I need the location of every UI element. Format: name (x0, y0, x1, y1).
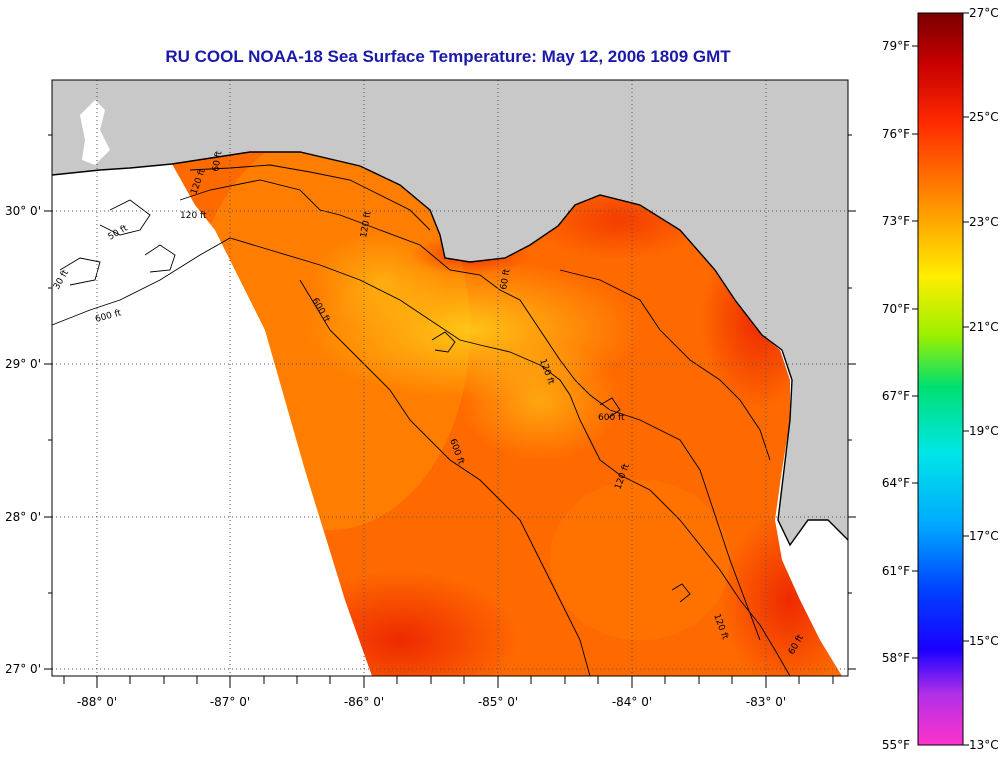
contour-label: 60 ft (499, 268, 513, 291)
c-label: 17°C (969, 529, 999, 543)
lat-label: 28° 0' (5, 510, 41, 524)
f-label: 67°F (882, 389, 910, 403)
f-label: 61°F (882, 564, 910, 578)
f-label: 79°F (882, 39, 910, 53)
shallow-coastal-area (52, 164, 215, 315)
f-label: 76°F (882, 127, 910, 141)
colorbar: 79°F 76°F 73°F 70°F 67°F 64°F 61°F 58°F … (882, 6, 999, 752)
bathymetry-contours (51, 164, 791, 677)
lon-label: -86° 0' (344, 695, 384, 709)
lon-label: -84° 0' (612, 695, 652, 709)
latitude-labels: 30° 0' 29° 0' 28° 0' 27° 0' (5, 204, 41, 676)
map-frame (51, 79, 849, 677)
lat-label: 29° 0' (5, 357, 41, 371)
lon-label: -87° 0' (210, 695, 250, 709)
fahrenheit-labels: 79°F 76°F 73°F 70°F 67°F 64°F 61°F 58°F … (882, 39, 910, 752)
map-title: RU COOL NOAA-18 Sea Surface Temperature:… (165, 47, 731, 66)
colorbar-gradient (917, 12, 964, 746)
c-label: 13°C (969, 738, 999, 752)
c-label: 15°C (969, 634, 999, 648)
contour-label: 120 ft (359, 210, 374, 238)
f-label: 55°F (882, 738, 910, 752)
f-label: 70°F (882, 302, 910, 316)
lat-label: 30° 0' (5, 204, 41, 218)
longitude-labels: -88° 0' -87° 0' -86° 0' -85° 0' -84° 0' … (77, 695, 786, 709)
c-label: 19°C (969, 424, 999, 438)
land-mass (52, 80, 848, 545)
lat-lon-grid (52, 80, 848, 676)
f-label: 58°F (882, 651, 910, 665)
lon-label: -88° 0' (77, 695, 117, 709)
lon-label: -85° 0' (478, 695, 518, 709)
c-label: 21°C (969, 320, 999, 334)
c-label: 25°C (969, 110, 999, 124)
c-label: 27°C (969, 6, 999, 20)
contour-label: 60 ft (211, 150, 225, 173)
bay-inlet (80, 100, 110, 165)
lat-label: 27° 0' (5, 662, 41, 676)
contour-label: 600 ft (598, 413, 625, 423)
c-label: 23°C (969, 215, 999, 229)
celsius-labels: 27°C 25°C 23°C 21°C 19°C 17°C 15°C 13°C (969, 6, 999, 752)
contour-label: 120 ft (180, 211, 207, 221)
f-label: 64°F (882, 476, 910, 490)
coastline (51, 151, 849, 547)
map-panel: 60 ft 120 ft 120 ft 600 ft 30 ft 50 ft 6… (5, 79, 856, 709)
lon-label: -83° 0' (746, 695, 786, 709)
f-label: 73°F (882, 214, 910, 228)
colorbar-ticks (912, 12, 969, 746)
axis-ticks (44, 134, 856, 688)
